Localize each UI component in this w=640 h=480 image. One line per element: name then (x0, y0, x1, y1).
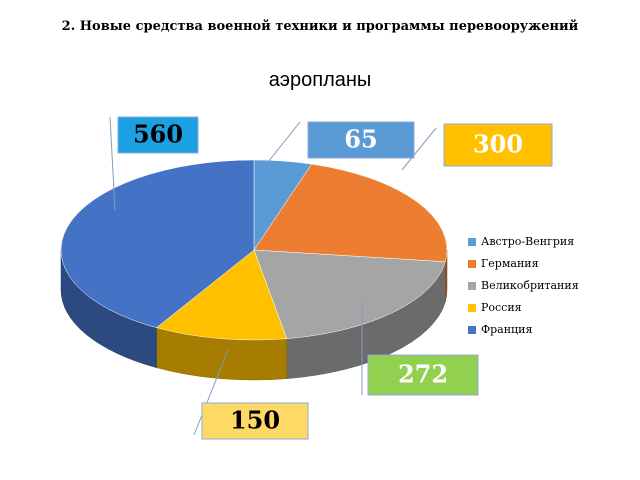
value-label-box (117, 116, 199, 154)
leader-line (401, 127, 437, 171)
value-label-box (307, 121, 415, 159)
legend-swatch (468, 304, 476, 312)
value-label: 272 (398, 360, 448, 389)
legend-label: Австро-Венгрия (481, 235, 574, 248)
slice (60, 159, 255, 328)
value-label-box (367, 354, 479, 396)
value-label: 560 (133, 120, 183, 149)
chart-title: аэропланы (269, 69, 372, 91)
slice (253, 249, 446, 339)
legend-swatch (468, 238, 476, 246)
legend-swatch (468, 326, 476, 334)
legend-label: Германия (481, 257, 539, 270)
leader-line (193, 349, 229, 436)
legend-swatch (468, 282, 476, 290)
legend-swatch (468, 260, 476, 268)
legend-label: Франция (481, 323, 532, 336)
value-label-box (201, 402, 309, 440)
slice (155, 249, 288, 341)
leader-line (109, 116, 116, 211)
legend-label: Великобритания (481, 279, 579, 292)
slide-heading: 2. Новые средства военной техники и прог… (62, 19, 579, 34)
value-label: 300 (473, 130, 523, 159)
value-label: 150 (230, 406, 280, 435)
leader-line (267, 121, 301, 163)
legend-label: Россия (481, 301, 522, 314)
slice (253, 163, 448, 263)
value-label: 65 (344, 125, 377, 154)
value-label-box (443, 123, 553, 167)
